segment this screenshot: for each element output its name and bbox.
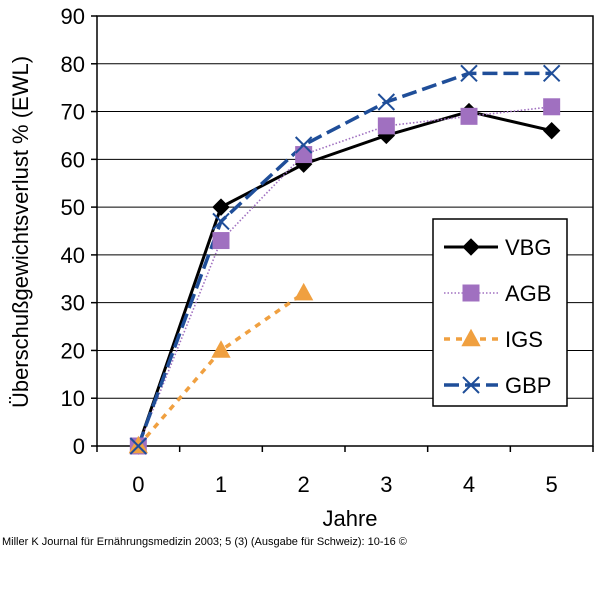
x-tick-label: 2 bbox=[298, 472, 310, 497]
y-tick-label: 90 bbox=[61, 4, 85, 29]
x-tick-label: 5 bbox=[546, 472, 558, 497]
legend-marker-agb bbox=[462, 284, 480, 302]
data-point-gbp bbox=[212, 212, 230, 231]
data-point-agb bbox=[460, 107, 478, 125]
source-caption: Miller K Journal für Ernährungsmedizin 2… bbox=[2, 536, 407, 548]
y-tick-label: 0 bbox=[73, 434, 85, 459]
legend-box bbox=[432, 218, 568, 407]
y-tick-label: 10 bbox=[61, 386, 85, 411]
legend-label-igs: IGS bbox=[505, 327, 543, 352]
legend-marker-vbg bbox=[462, 238, 480, 256]
series-markers bbox=[128, 64, 561, 455]
legend-marker-gbp bbox=[462, 376, 480, 394]
x-tick-label: 0 bbox=[132, 472, 144, 497]
y-tick-label: 60 bbox=[61, 147, 85, 172]
y-tick-label: 20 bbox=[61, 338, 85, 363]
data-point-gbp bbox=[542, 64, 561, 83]
data-point-gbp bbox=[294, 136, 313, 154]
y-tick-label: 30 bbox=[61, 291, 85, 316]
data-point-igs bbox=[294, 282, 314, 301]
data-point-gbp bbox=[129, 437, 148, 455]
legend: VBG AGB IGS GBP bbox=[432, 218, 568, 407]
series-line-agb bbox=[137, 105, 552, 447]
series-line-gbp bbox=[136, 71, 552, 447]
x-axis-label: Jahre bbox=[322, 506, 377, 531]
x-tick-label: 4 bbox=[463, 472, 475, 497]
data-point-vbg bbox=[212, 198, 230, 216]
y-tick-label: 40 bbox=[61, 243, 85, 268]
y-tick-label: 50 bbox=[61, 195, 85, 220]
x-tick-label: 1 bbox=[215, 472, 227, 497]
data-point-gbp bbox=[377, 93, 396, 111]
x-tick-label: 3 bbox=[380, 472, 392, 497]
data-point-igs bbox=[211, 340, 231, 358]
y-tick-label: 80 bbox=[61, 52, 85, 77]
y-axis-ticks: 0 10 20 30 40 50 60 70 80 90 bbox=[61, 4, 97, 459]
data-point-agb bbox=[295, 146, 313, 164]
y-tick-label: 70 bbox=[61, 100, 85, 125]
legend-label-vbg: VBG bbox=[505, 235, 551, 260]
data-point-gbp bbox=[460, 64, 478, 83]
legend-marker-igs bbox=[461, 328, 481, 347]
data-point-agb bbox=[543, 98, 561, 116]
data-point-agb bbox=[212, 232, 230, 250]
x-axis-ticks: 0 1 2 3 4 5 bbox=[96, 446, 594, 497]
series-line-igs bbox=[137, 291, 305, 448]
legend-label-gbp: GBP bbox=[505, 373, 551, 398]
y-axis-label: Überschußgewichtsverlust % (EWL) bbox=[8, 56, 33, 408]
series-lines bbox=[136, 71, 553, 448]
legend-label-agb: AGB bbox=[505, 281, 551, 306]
data-point-agb bbox=[377, 117, 395, 135]
data-point-vbg bbox=[542, 121, 561, 140]
